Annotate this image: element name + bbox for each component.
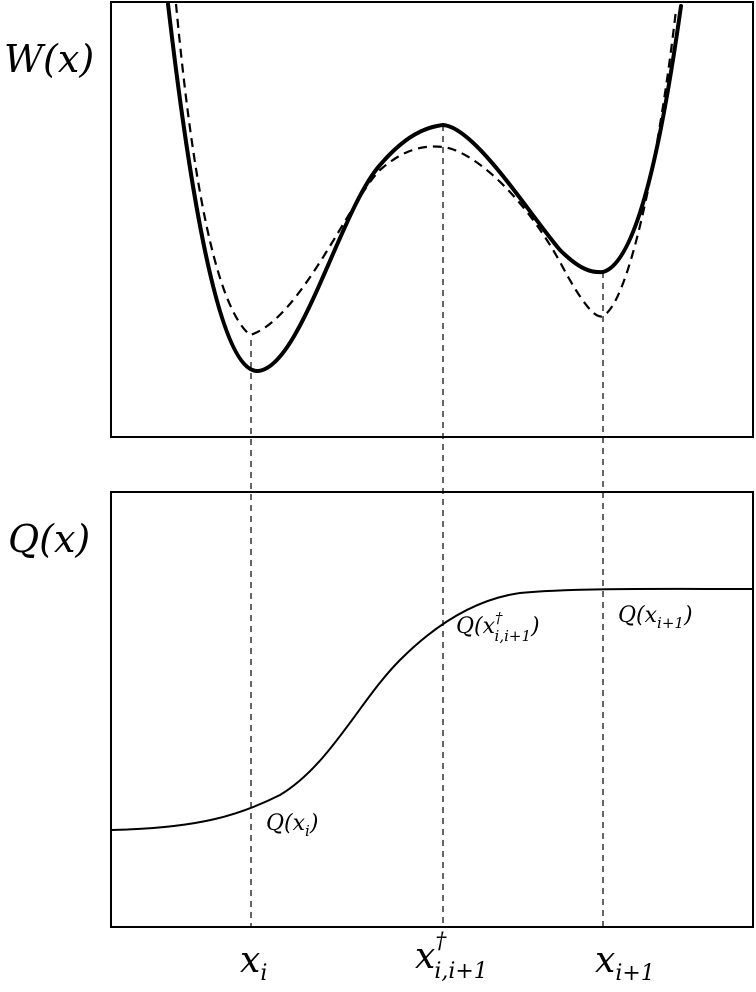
tick-x-i: xi [240, 940, 267, 986]
w-dashed-curve [174, 3, 678, 337]
x-tick-labels: xi x† i,i+1 xi+1 [240, 929, 655, 986]
q-panel-frame [110, 491, 754, 928]
q-curve [111, 587, 753, 831]
q-next-label: Q(xi+1) [618, 603, 693, 632]
q-axis-label: Q(x) [8, 517, 90, 561]
guide-lines [250, 125, 604, 927]
tick-x-dagger: x† i,i+1 [415, 929, 488, 984]
w-axis-label: W(x) [4, 37, 94, 81]
tick-x-next: xi+1 [595, 940, 655, 986]
w-panel: W(x) [4, 1, 754, 438]
w-panel-frame [110, 1, 754, 438]
q-panel: Q(x) Q(xi) Q(x† i,i+1) Q(xi+1) [8, 491, 754, 928]
w-solid-curve [166, 2, 683, 373]
q-dagger-label: Q(x† i,i+1) [456, 609, 540, 645]
q-xi-label: Q(xi) [266, 811, 318, 840]
